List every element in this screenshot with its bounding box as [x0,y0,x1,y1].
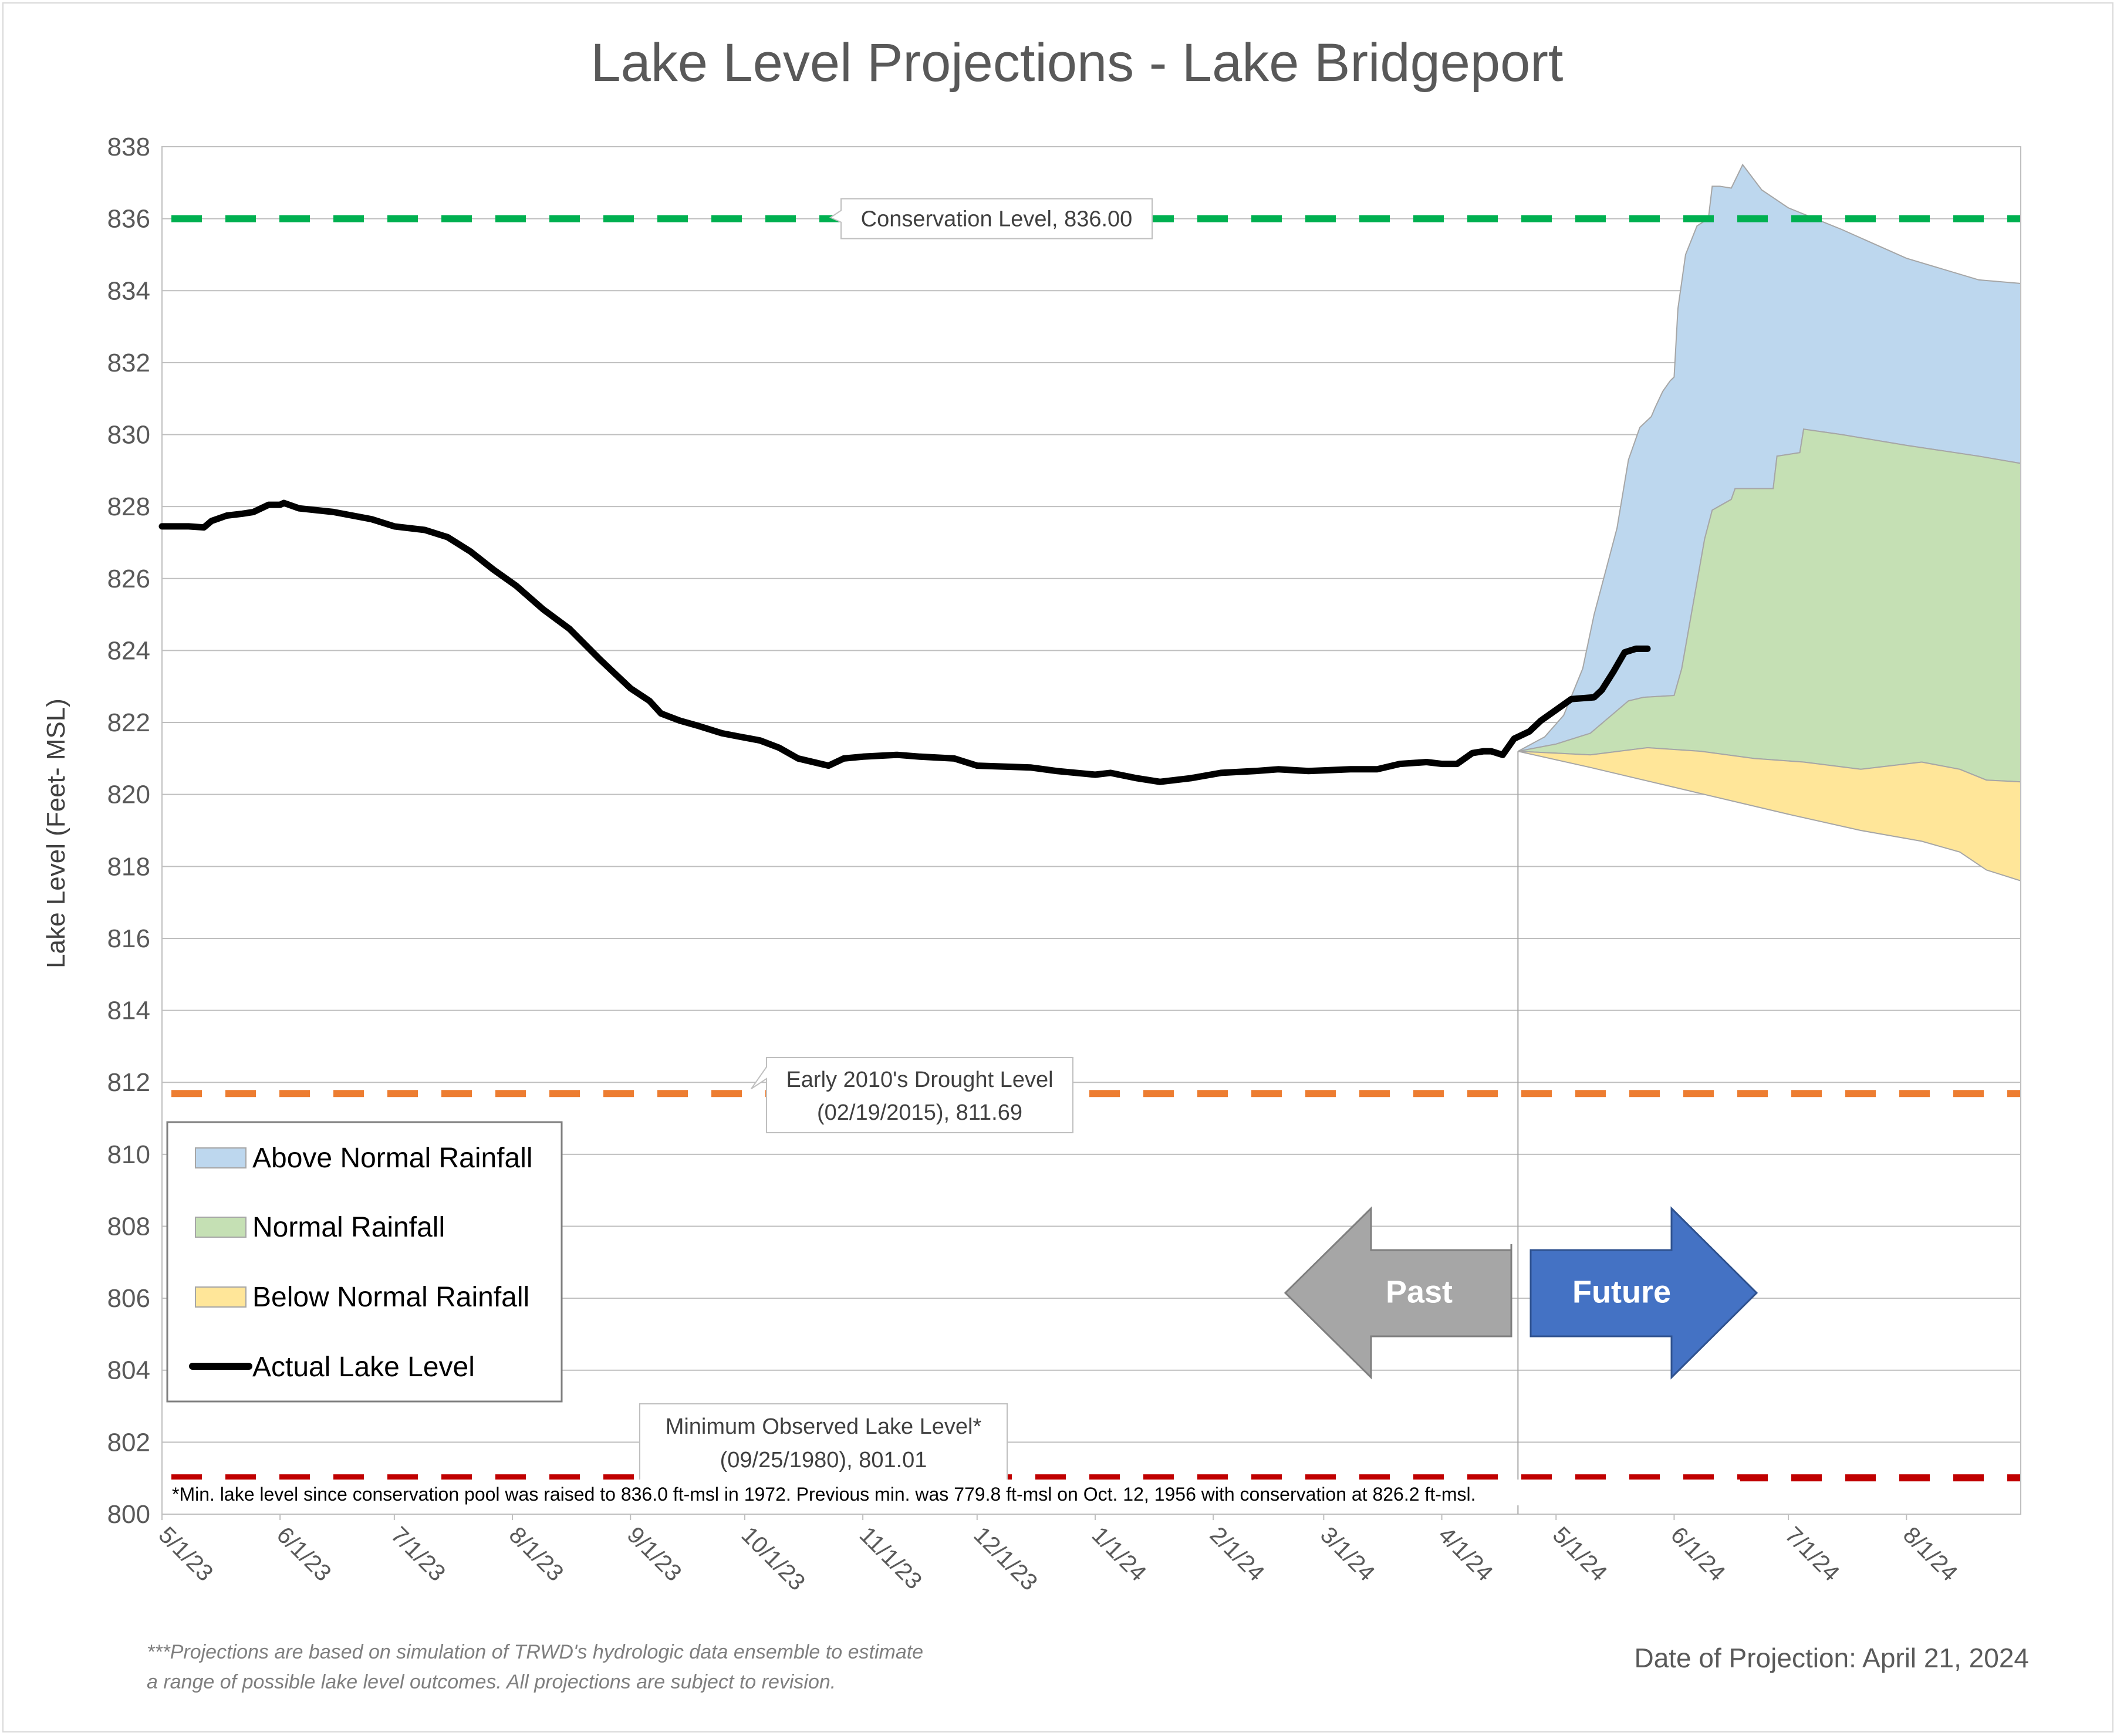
x-tick-label-1/1/24: 1/1/24 [1087,1522,1152,1586]
y-tick-label-836: 836 [107,205,150,234]
legend-box [166,1121,563,1403]
x-tick-label-5/1/23: 5/1/23 [154,1522,218,1586]
future-arrow: Future [1529,1206,1758,1380]
x-tick-label-3/1/24: 3/1/24 [1315,1522,1380,1586]
minimum-callout-line1: Minimum Observed Lake Level* [666,1414,982,1439]
legend: Above Normal Rainfall Normal Rainfall Be… [166,1121,563,1403]
y-tick-label-800: 800 [107,1500,150,1529]
y-tick-label-802: 802 [107,1428,150,1457]
footnote-line-1: ***Projections are based on simulation o… [147,1641,923,1663]
y-tick-label-824: 824 [107,636,150,665]
band-edge-upper-1 [1518,428,2021,752]
minimum-callout-line2: (09/25/1980), 801.01 [720,1448,927,1472]
y-tick-label-806: 806 [107,1284,150,1313]
minimum-callout-box [639,1403,1008,1482]
y-tick-labels: 800 802 804 806 808 810 812 814 816 818 820 822 824 8… [107,133,150,1529]
x-tick-label-9/1/23: 9/1/23 [622,1522,687,1586]
y-tick-label-804: 804 [107,1356,150,1385]
y-tick-label-838: 838 [107,133,150,161]
projection-date-text: Date of Projection: April 21, 2024 [1634,1643,2029,1673]
y-tick-label-832: 832 [107,349,150,377]
past-arrow-label: Past [1386,1274,1453,1309]
legend-label-normal: Normal Rainfall [252,1212,445,1243]
drought-callout-box [751,1057,1073,1133]
actual-level-line-layer [158,499,1651,785]
legend-label-actual-level: Actual Lake Level [252,1352,475,1383]
conservation-callout-text: Conservation Level, 836.00 [861,207,1133,232]
y-tick-label-834: 834 [107,276,150,305]
legend-swatch-above-normal [195,1147,247,1168]
y-tick-label-828: 828 [107,492,150,521]
projection-bands [1517,163,2021,881]
y-tick-label-820: 820 [107,781,150,809]
band-below-normal-rainfall [1518,748,2021,881]
y-tick-label-814: 814 [107,997,150,1025]
band-edge-lower-2 [1518,751,2021,881]
x-tick-label-7/1/23: 7/1/23 [386,1522,451,1586]
y-tick-label-830: 830 [107,421,150,450]
band-normal-rainfall [1518,429,2021,782]
x-tick-label-5/1/24: 5/1/24 [1548,1522,1612,1586]
conservation-callout-box [829,198,1153,239]
past-arrow-shape [1284,1206,1512,1380]
x-tick-label-10/1/23: 10/1/23 [737,1522,810,1595]
drought-callout-line1: Early 2010's Drought Level [786,1068,1053,1092]
x-tick-label-7/1/24: 7/1/24 [1780,1522,1845,1586]
y-axis-title: Lake Level (Feet- MSL) [42,698,70,968]
future-arrow-label: Future [1572,1274,1671,1309]
plot-area-border [161,146,2021,1515]
x-tick-labels: 5/1/23 6/1/23 7/1/23 8/1/23 9/1/23 10/1/23 11/… [154,1514,1963,1596]
x-tick-label-4/1/24: 4/1/24 [1433,1522,1498,1586]
legend-label-below-normal: Below Normal Rainfall [252,1282,529,1313]
band-edge-upper-2 [1518,747,2021,783]
band-edge-upper-0 [1517,163,2021,752]
x-tick-label-6/1/23: 6/1/23 [272,1522,336,1586]
drought-callout-line2: (02/19/2015), 811.69 [817,1100,1022,1125]
legend-swatch-below-normal [195,1286,247,1308]
drought-callout: Early 2010's Drought Level (02/19/2015),… [751,1057,1073,1133]
min-level-note: *Min. lake level since conservation pool… [172,1484,1476,1505]
minimum-callout: Minimum Observed Lake Level* (09/25/1980… [639,1403,1008,1482]
x-tick-label-6/1/24: 6/1/24 [1666,1522,1730,1586]
y-tick-label-812: 812 [107,1068,150,1097]
x-tick-label-8/1/23: 8/1/23 [504,1522,569,1586]
band-above-normal-rainfall [1518,164,2021,752]
x-tick-label-8/1/24: 8/1/24 [1898,1522,1963,1586]
y-tick-label-808: 808 [107,1212,150,1241]
y-tick-label-826: 826 [107,565,150,593]
past-arrow: Past [1284,1206,1512,1380]
future-arrow-shape [1529,1206,1758,1380]
y-tick-label-822: 822 [107,708,150,737]
x-tick-label-2/1/24: 2/1/24 [1205,1522,1269,1586]
conservation-callout: Conservation Level, 836.00 [829,198,1153,239]
x-tick-label-11/1/23: 11/1/23 [855,1522,927,1594]
chart-title: Lake Level Projections - Lake Bridgeport [591,33,1564,93]
y-tick-label-816: 816 [107,924,150,953]
y-tick-label-818: 818 [107,852,150,881]
legend-label-above-normal: Above Normal Rainfall [252,1143,533,1174]
actual-lake-level-line [158,499,1651,785]
legend-swatch-normal [195,1217,247,1238]
min-note-background [167,1480,1740,1505]
x-tick-label-12/1/23: 12/1/23 [968,1522,1042,1595]
y-tick-label-810: 810 [107,1140,150,1169]
footnote-line-2: a range of possible lake level outcomes.… [147,1671,836,1693]
